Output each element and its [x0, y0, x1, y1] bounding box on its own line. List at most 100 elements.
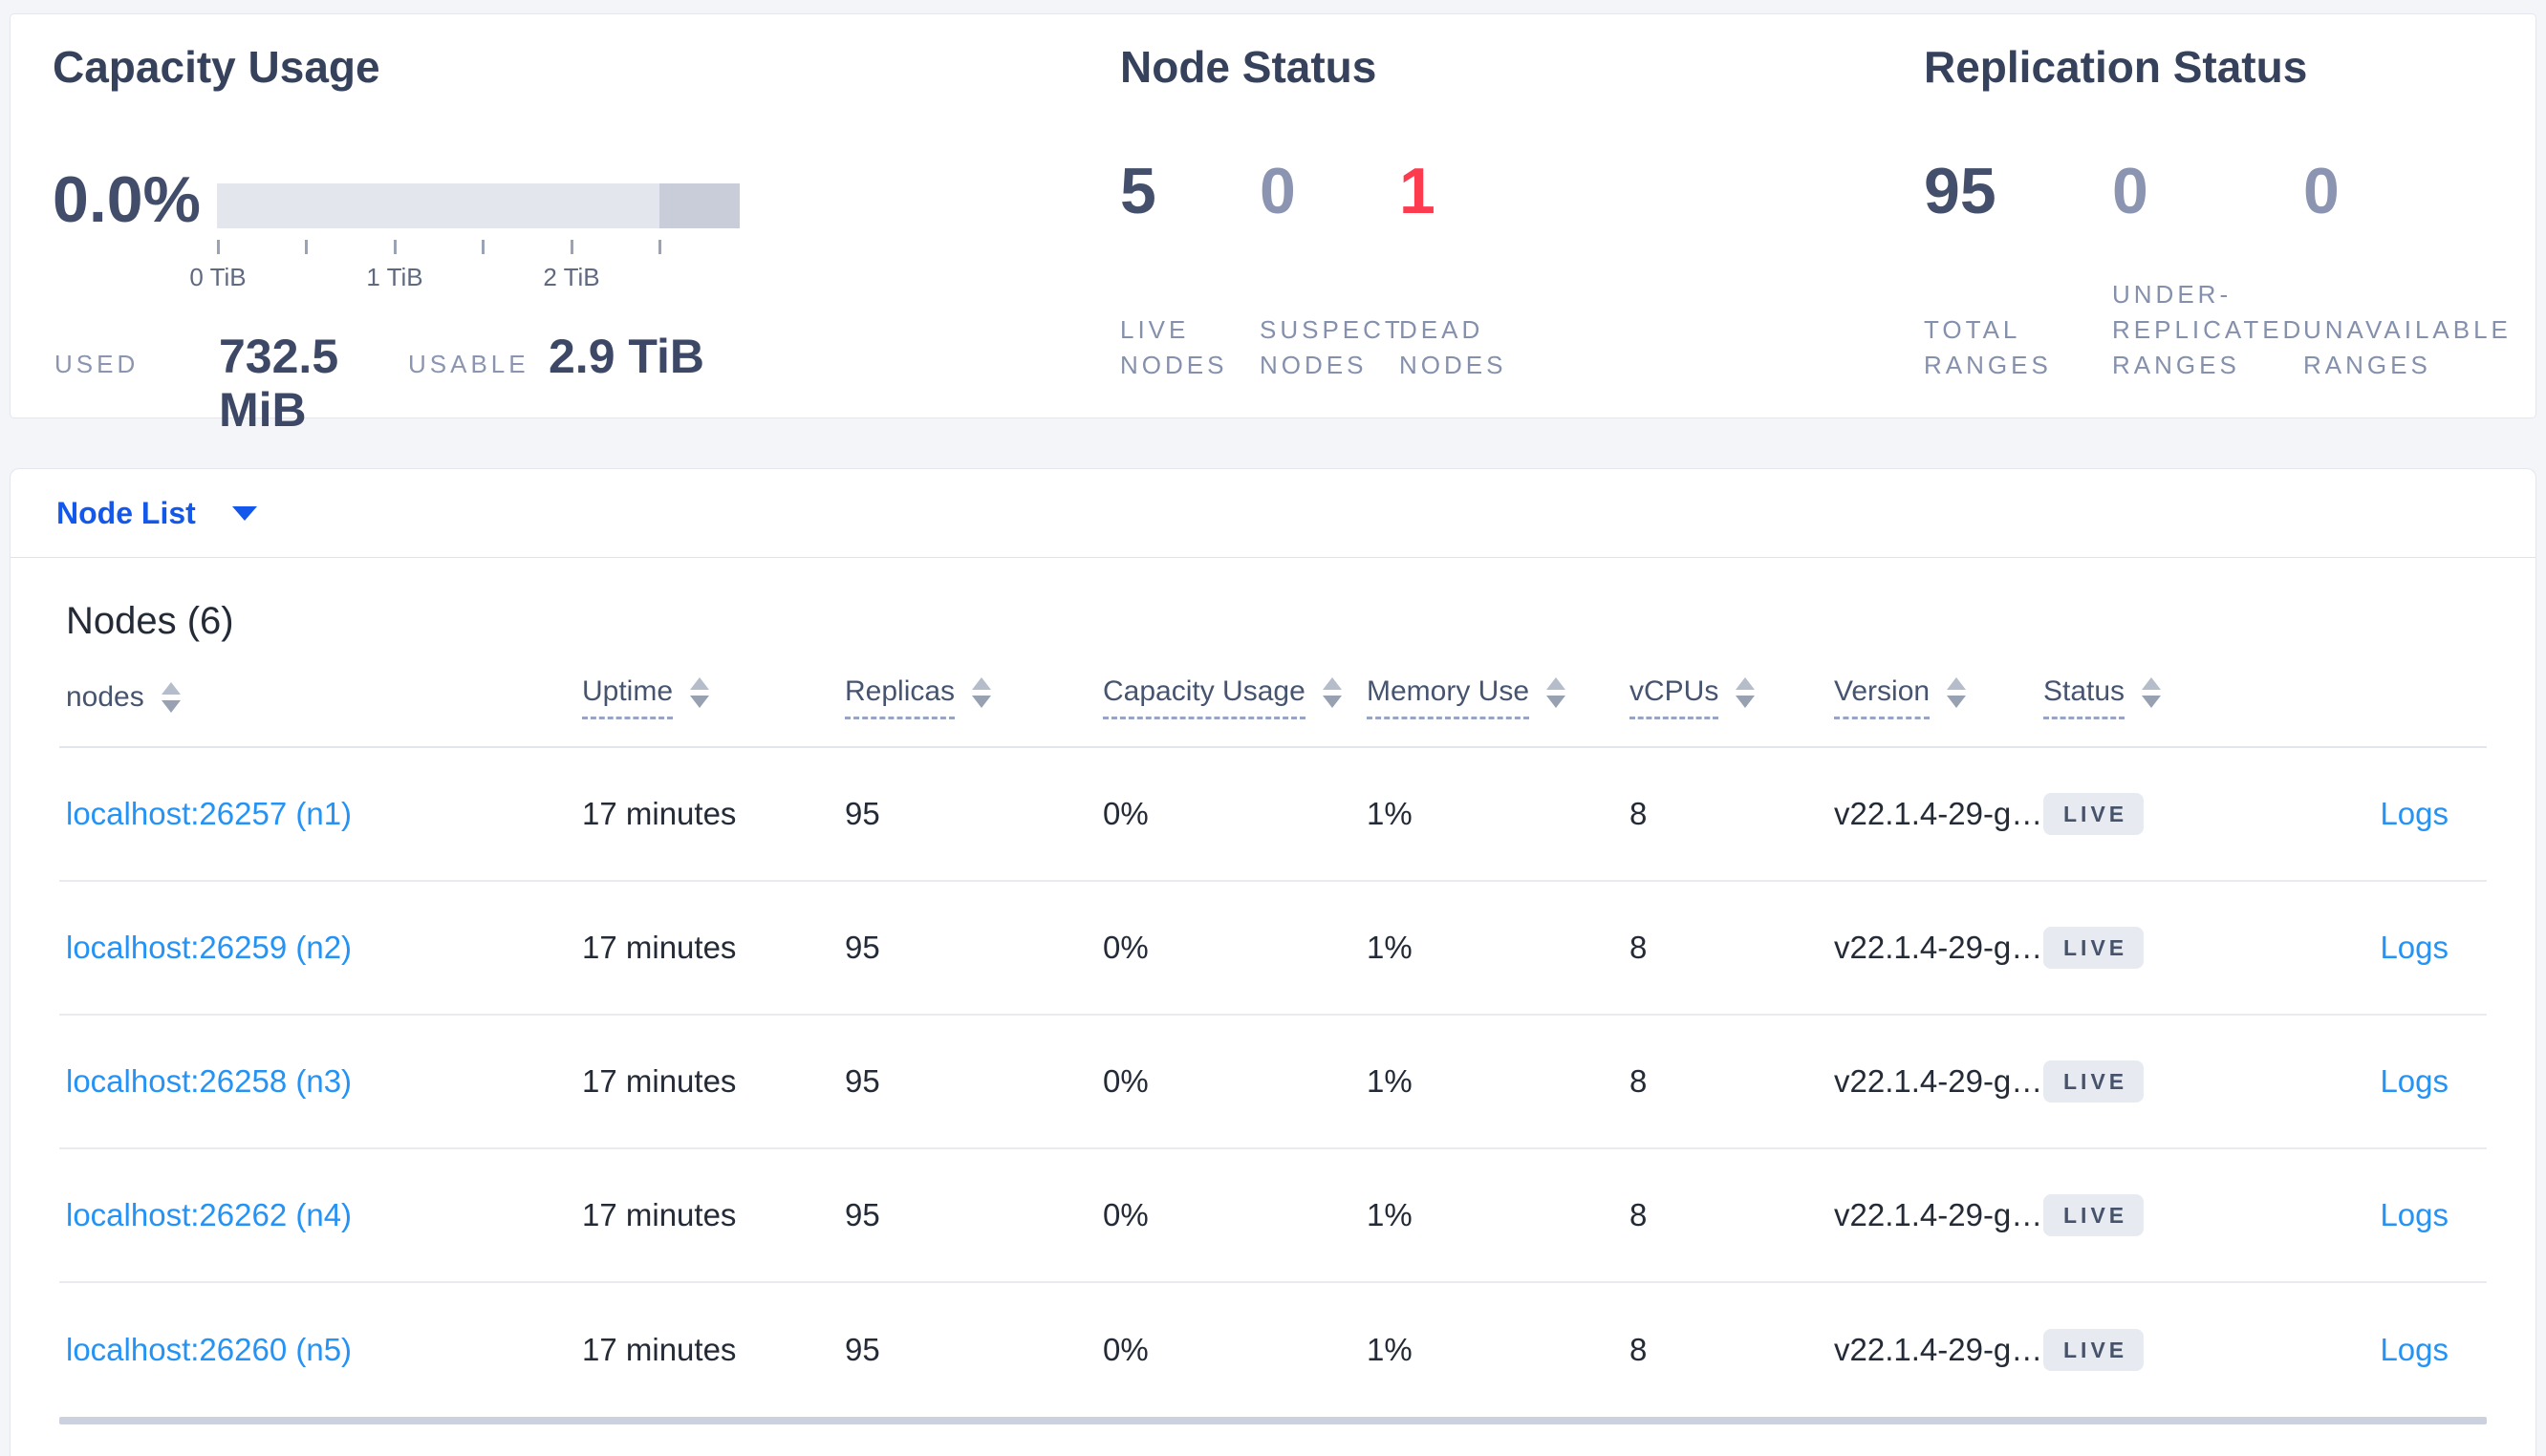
vcpus-cell: 8 — [1629, 1332, 1648, 1367]
axis-tick — [394, 240, 397, 254]
version-cell: v22.1.4-29-g… — [1834, 1332, 2043, 1367]
replicas-cell: 95 — [845, 1197, 880, 1232]
axis-tick — [658, 240, 661, 254]
sort-icon — [972, 677, 992, 708]
capacity-cell: 0% — [1103, 930, 1149, 965]
unavailable-ranges-metric: 0 UNAVAILABLE RANGES — [2303, 154, 2533, 383]
usable-value: 2.9 TiB — [549, 330, 705, 383]
replicas-cell: 95 — [845, 1063, 880, 1099]
table-row: localhost:26262 (n4) 17 minutes 95 0% 1%… — [59, 1149, 2487, 1283]
capacity-usage-title: Capacity Usage — [53, 42, 380, 92]
replicas-cell: 95 — [845, 1332, 880, 1367]
logs-link[interactable]: Logs — [2380, 1332, 2449, 1367]
uptime-cell: 17 minutes — [582, 796, 737, 831]
node-link[interactable]: localhost:26262 (n4) — [66, 1197, 353, 1232]
capacity-cell: 0% — [1103, 1197, 1149, 1232]
under-replicated-ranges-metric: 0 UNDER-REPLICATED RANGES — [2112, 154, 2303, 383]
chevron-down-icon — [231, 505, 257, 521]
column-header-memory-use[interactable]: Memory Use — [1367, 675, 1629, 719]
sort-icon — [1546, 677, 1566, 708]
table-row: localhost:26257 (n1) 17 minutes 95 0% 1%… — [59, 748, 2487, 882]
vcpus-cell: 8 — [1629, 796, 1648, 831]
table-row: localhost:26259 (n2) 17 minutes 95 0% 1%… — [59, 882, 2487, 1016]
uptime-cell: 17 minutes — [582, 1197, 737, 1232]
live-nodes-metric: 5 LIVE NODES — [1120, 154, 1260, 383]
node-link[interactable]: localhost:26257 (n1) — [66, 796, 353, 831]
capacity-bar-usable — [217, 183, 740, 228]
vcpus-cell: 8 — [1629, 1063, 1648, 1099]
capacity-percent: 0.0% — [53, 163, 201, 236]
memory-cell: 1% — [1367, 796, 1413, 831]
nodes-table-card: Nodes (6) nodes Uptime Replicas Capacity… — [10, 558, 2536, 1456]
vcpus-cell: 8 — [1629, 930, 1648, 965]
sort-icon — [1322, 677, 1342, 708]
logs-link[interactable]: Logs — [2380, 1197, 2449, 1232]
version-cell: v22.1.4-29-g… — [1834, 1197, 2043, 1232]
total-ranges-metric: 95 TOTAL RANGES — [1924, 154, 2112, 383]
axis-tick — [571, 240, 573, 254]
logs-link[interactable]: Logs — [2380, 930, 2449, 965]
summary-card: Capacity Usage 0.0% 0 TiB 1 TiB 2 TiB US… — [10, 13, 2536, 437]
dead-nodes-value: 1 — [1399, 155, 1435, 227]
axis-tick — [217, 240, 220, 254]
live-nodes-label: LIVE NODES — [1120, 315, 1228, 379]
unavailable-ranges-label: UNAVAILABLE RANGES — [2303, 315, 2512, 379]
dead-nodes-metric: 1 DEAD NODES — [1399, 154, 1562, 383]
column-header-nodes[interactable]: nodes — [59, 681, 582, 714]
sort-icon — [1736, 677, 1756, 708]
uptime-cell: 17 minutes — [582, 930, 737, 965]
column-header-version[interactable]: Version — [1834, 675, 2043, 719]
node-link[interactable]: localhost:26259 (n2) — [66, 930, 353, 965]
status-badge: LIVE — [2043, 1060, 2145, 1103]
sort-icon — [161, 682, 181, 713]
axis-tick-label: 0 TiB — [189, 263, 247, 291]
usable-label: USABLE — [408, 350, 529, 378]
table-row: localhost:26260 (n5) 17 minutes 95 0% 1%… — [59, 1283, 2487, 1417]
node-list-dropdown[interactable]: Node List — [56, 496, 257, 531]
capacity-cell: 0% — [1103, 796, 1149, 831]
table-header-row: nodes Uptime Replicas Capacity Usage Mem… — [59, 643, 2487, 748]
suspect-nodes-label: SUSPECT NODES — [1260, 315, 1404, 379]
column-header-capacity-usage[interactable]: Capacity Usage — [1103, 675, 1367, 719]
column-header-uptime[interactable]: Uptime — [582, 675, 845, 719]
capacity-bar: 0 TiB 1 TiB 2 TiB — [189, 167, 752, 291]
node-link[interactable]: localhost:26260 (n5) — [66, 1332, 353, 1367]
table-scroll-indicator[interactable] — [59, 1417, 2487, 1424]
uptime-cell: 17 minutes — [582, 1063, 737, 1099]
suspect-nodes-metric: 0 SUSPECT NODES — [1260, 154, 1399, 383]
axis-tick — [482, 240, 485, 254]
version-cell: v22.1.4-29-g… — [1834, 796, 2043, 831]
axis-tick — [305, 240, 308, 254]
node-status-title: Node Status — [1120, 42, 1377, 92]
column-header-status[interactable]: Status — [2043, 675, 2212, 719]
sort-icon — [2142, 677, 2162, 708]
logs-link[interactable]: Logs — [2380, 796, 2449, 831]
node-status-metrics: 5 LIVE NODES 0 SUSPECT NODES 1 DEAD NODE… — [1120, 154, 1562, 383]
logs-link[interactable]: Logs — [2380, 1063, 2449, 1099]
column-header-replicas[interactable]: Replicas — [845, 675, 1103, 719]
sort-icon — [1947, 677, 1967, 708]
replicas-cell: 95 — [845, 796, 880, 831]
node-list-dropdown-label: Node List — [56, 495, 196, 530]
capacity-used-row: USED 732.5 MiB USABLE 2.9 TiB — [54, 330, 704, 437]
total-ranges-label: TOTAL RANGES — [1924, 315, 2052, 379]
vcpus-cell: 8 — [1629, 1197, 1648, 1232]
version-cell: v22.1.4-29-g… — [1834, 930, 2043, 965]
replication-status-title: Replication Status — [1924, 42, 2308, 92]
memory-cell: 1% — [1367, 1063, 1413, 1099]
status-badge: LIVE — [2043, 927, 2145, 969]
unavailable-ranges-value: 0 — [2303, 155, 2340, 227]
status-badge: LIVE — [2043, 1194, 2145, 1236]
node-link[interactable]: localhost:26258 (n3) — [66, 1063, 353, 1099]
capacity-bar-other — [659, 183, 740, 228]
axis-tick-label: 1 TiB — [366, 263, 423, 291]
total-ranges-value: 95 — [1924, 155, 1996, 227]
replication-status-metrics: 95 TOTAL RANGES 0 UNDER-REPLICATED RANGE… — [1924, 154, 2533, 383]
capacity-cell: 0% — [1103, 1332, 1149, 1367]
table-row: localhost:26258 (n3) 17 minutes 95 0% 1%… — [59, 1016, 2487, 1149]
replicas-cell: 95 — [845, 930, 880, 965]
status-badge: LIVE — [2043, 1329, 2145, 1371]
memory-cell: 1% — [1367, 930, 1413, 965]
column-header-vcpus[interactable]: vCPUs — [1629, 675, 1834, 719]
